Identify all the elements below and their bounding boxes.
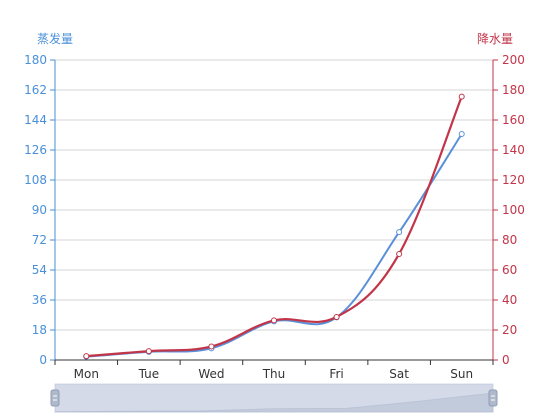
x-tick-label: Mon <box>74 367 99 381</box>
left-tick-label: 18 <box>32 323 47 337</box>
series-line-1 <box>86 96 463 358</box>
data-point <box>145 348 152 355</box>
data-point <box>396 250 403 257</box>
right-tick-label: 160 <box>502 113 525 127</box>
data-point <box>271 317 277 324</box>
zoom-handle-start[interactable] <box>50 389 60 407</box>
data-point <box>396 229 403 236</box>
left-tick-label: 126 <box>24 143 47 157</box>
left-tick-label: 180 <box>24 53 47 67</box>
data-point <box>208 343 215 350</box>
right-axis-name: 降水量 <box>477 32 513 46</box>
data-point <box>458 131 465 137</box>
right-tick-label: 100 <box>502 203 525 217</box>
right-tick-label: 40 <box>502 293 517 307</box>
data-point <box>458 93 465 100</box>
right-tick-label: 80 <box>502 233 517 247</box>
data-zoom-slider[interactable] <box>50 383 498 413</box>
left-tick-label: 36 <box>32 293 47 307</box>
x-tick-label: Fri <box>329 367 343 381</box>
x-tick-label: Thu <box>262 367 286 381</box>
right-tick-label: 60 <box>502 263 517 277</box>
grid-lines <box>55 59 493 331</box>
series-layer <box>83 93 465 360</box>
x-tick-label: Tue <box>138 367 160 381</box>
left-tick-label: 54 <box>32 263 47 277</box>
left-tick-label: 90 <box>32 203 47 217</box>
zoom-handle-end[interactable] <box>488 389 498 407</box>
left-tick-label: 108 <box>24 173 47 187</box>
left-tick-label: 0 <box>39 353 47 367</box>
x-tick-label: Wed <box>198 367 224 381</box>
right-tick-label: 180 <box>502 83 525 97</box>
data-point <box>83 353 90 360</box>
x-tick-label: Sun <box>450 367 473 381</box>
left-tick-label: 144 <box>24 113 47 127</box>
left-axis-name: 蒸发量 <box>37 31 73 46</box>
right-tick-label: 140 <box>502 143 525 157</box>
right-tick-label: 120 <box>502 173 525 187</box>
left-tick-label: 72 <box>32 233 47 247</box>
axes: 蒸发量 降水量 0 0 18 20 36 40 54 60 72 80 90 100 108 120 126… <box>24 31 525 381</box>
zoom-selection <box>55 384 493 412</box>
right-tick-label: 200 <box>502 53 525 67</box>
x-tick-label: Sat <box>389 367 409 381</box>
right-tick-label: 0 <box>502 353 510 367</box>
left-tick-label: 162 <box>24 83 47 97</box>
right-tick-label: 20 <box>502 323 517 337</box>
data-point <box>333 313 340 320</box>
